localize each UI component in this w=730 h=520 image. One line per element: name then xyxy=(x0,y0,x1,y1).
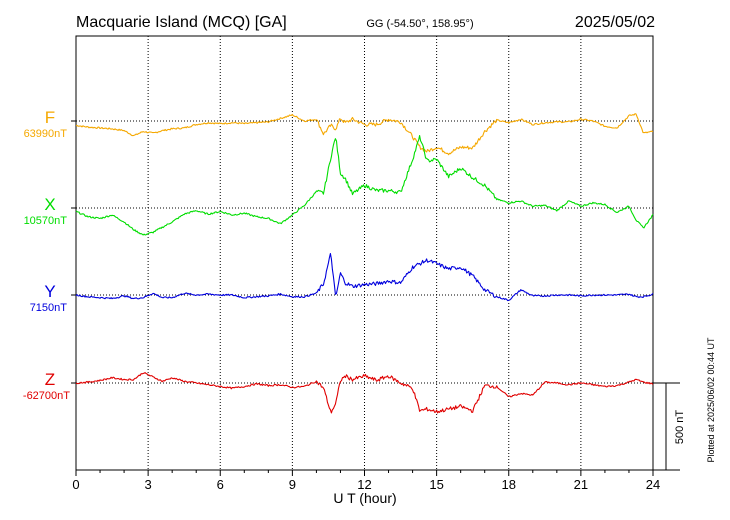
x-tick-label-3: 3 xyxy=(145,477,152,492)
trace-y xyxy=(75,252,654,302)
x-tick-label-24: 24 xyxy=(646,477,660,492)
series-baseline-value-x: 10570nT xyxy=(24,215,68,227)
grid-lines xyxy=(147,36,582,470)
series-name-z: Z xyxy=(45,370,55,389)
station-title: Macquarie Island (MCQ) [GA] xyxy=(76,14,287,31)
x-axis-ticks: 0 3 6 9 12 15 18 21 24 xyxy=(72,470,660,492)
series-name-x: X xyxy=(44,195,55,214)
scale-bar-label: 500 nT xyxy=(674,410,686,445)
x-tick-label-21: 21 xyxy=(574,477,588,492)
trace-x xyxy=(75,134,654,236)
trace-f xyxy=(76,113,654,156)
x-tick-label-0: 0 xyxy=(72,477,79,492)
series-traces xyxy=(75,113,654,414)
plot-date: 2025/05/02 xyxy=(575,14,655,31)
x-tick-label-18: 18 xyxy=(502,477,516,492)
plotted-at-note: Plotted at 2025/06/02 00:44 UT xyxy=(706,337,716,463)
series-baseline-value-y: 7150nT xyxy=(30,302,68,314)
scale-bar: 500 nT xyxy=(653,382,686,471)
series-baseline-value-f: 63990nT xyxy=(24,128,68,140)
series-baseline-value-z: -62700nT xyxy=(23,390,70,402)
x-axis-label: U T (hour) xyxy=(333,490,396,506)
x-tick-label-6: 6 xyxy=(217,477,224,492)
series-name-f: F xyxy=(45,108,55,127)
x-tick-label-15: 15 xyxy=(429,477,443,492)
x-tick-label-12: 12 xyxy=(357,477,371,492)
x-tick-label-9: 9 xyxy=(289,477,296,492)
station-coords: GG (-54.50°, 158.95°) xyxy=(366,18,473,30)
series-name-y: Y xyxy=(44,282,55,301)
trace-z xyxy=(75,372,654,414)
baseline-lines xyxy=(71,120,653,384)
